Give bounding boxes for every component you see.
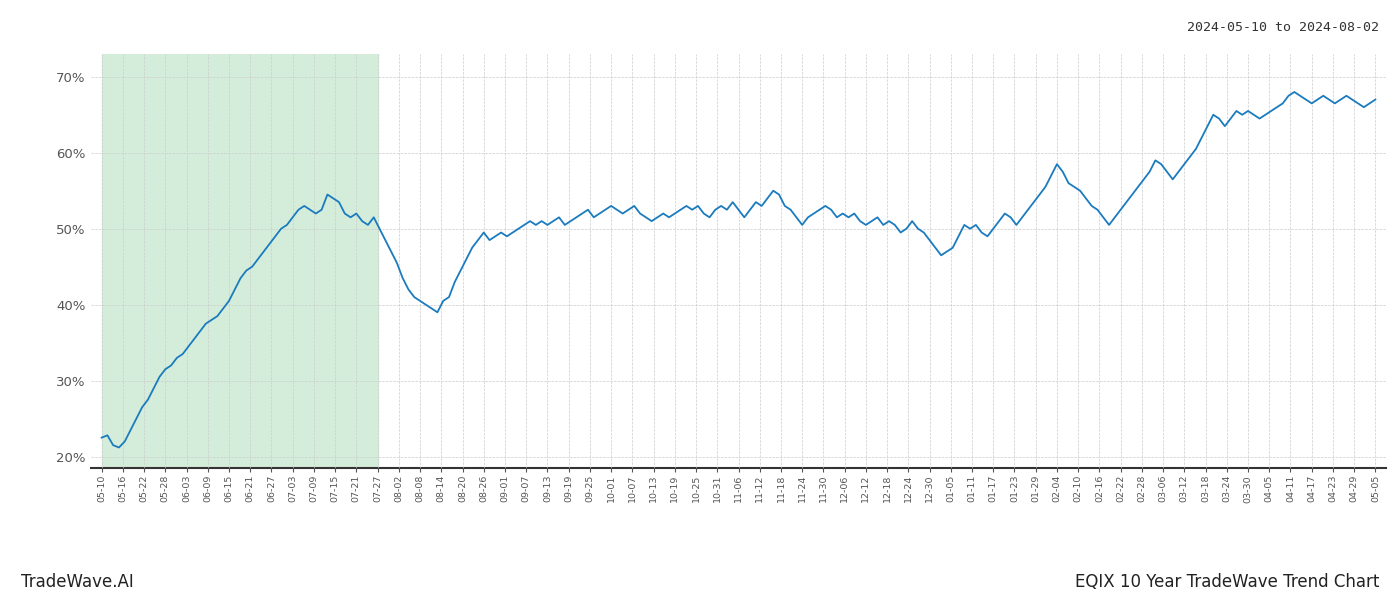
Text: 2024-05-10 to 2024-08-02: 2024-05-10 to 2024-08-02 [1187, 21, 1379, 34]
Text: TradeWave.AI: TradeWave.AI [21, 573, 134, 591]
Bar [102, 54, 378, 468]
Text: EQIX 10 Year TradeWave Trend Chart: EQIX 10 Year TradeWave Trend Chart [1075, 573, 1379, 591]
